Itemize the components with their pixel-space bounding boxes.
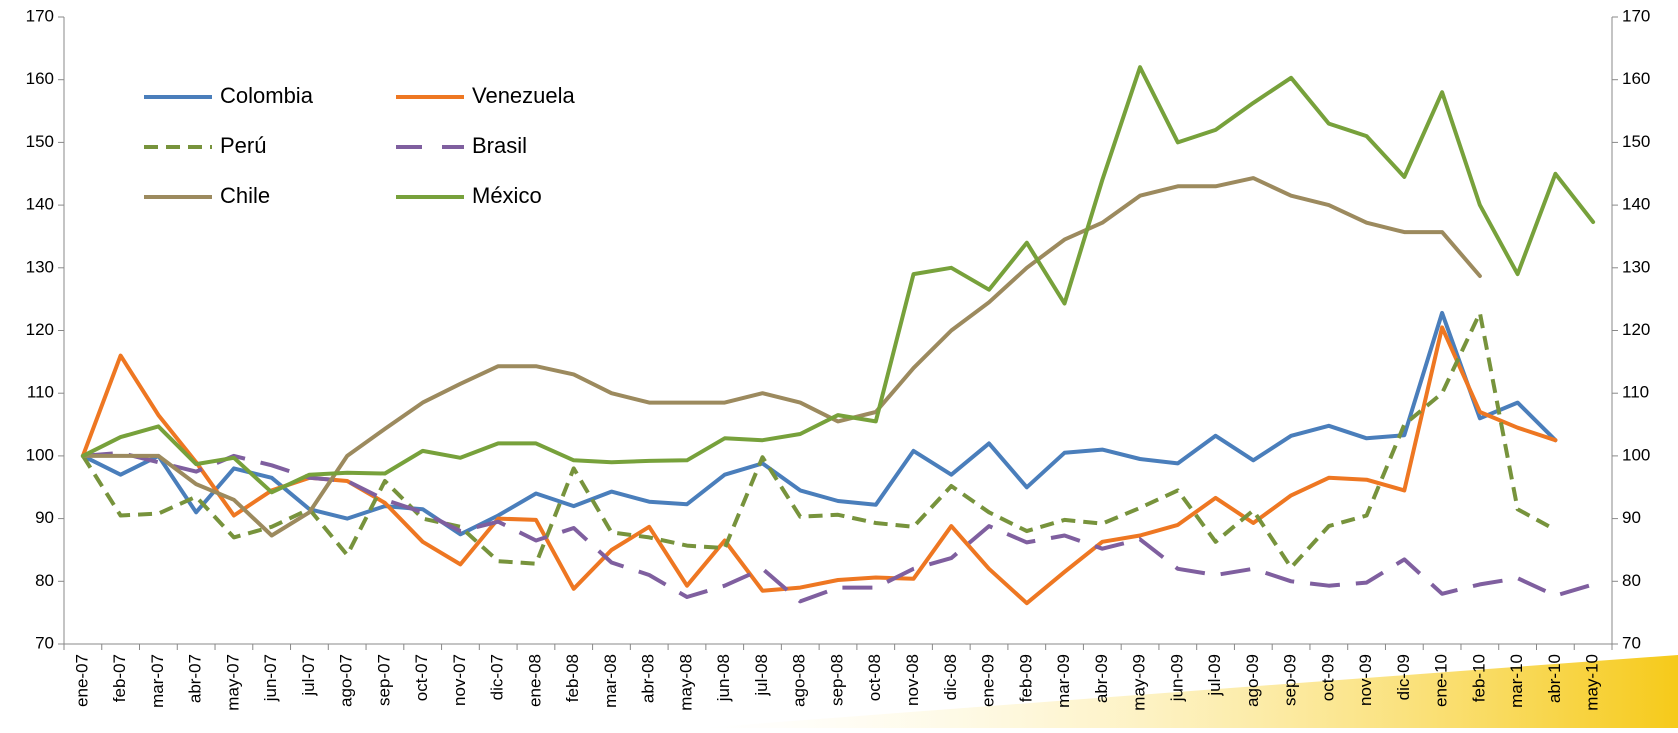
- y2-tick-label: 110: [1622, 383, 1649, 402]
- y2-tick-label: 100: [1622, 445, 1650, 464]
- x-tick-label: mar-09: [1054, 654, 1073, 708]
- x-tick-label: jun-07: [261, 654, 280, 702]
- x-tick-label: dic-08: [941, 654, 960, 700]
- x-tick-label: dic-07: [488, 654, 507, 700]
- x-tick-label: oct-08: [865, 654, 884, 701]
- x-tick-label: ene-07: [72, 654, 91, 707]
- x-tick-label: ago-07: [337, 654, 356, 707]
- x-tick-label: mar-08: [601, 654, 620, 708]
- x-tick-label: may-07: [223, 654, 242, 711]
- x-tick-label: abr-10: [1545, 654, 1564, 703]
- y2-tick-label: 120: [1622, 320, 1650, 339]
- y2-tick-label: 160: [1622, 69, 1650, 88]
- legend-label: Colombia: [220, 83, 314, 108]
- y2-tick-label: 130: [1622, 257, 1650, 276]
- y2-tick-label: 170: [1622, 6, 1650, 25]
- x-tick-label: abr-08: [639, 654, 658, 703]
- y2-tick-label: 150: [1622, 132, 1650, 151]
- legend-label: Perú: [220, 133, 266, 158]
- x-tick-label: ene-08: [525, 654, 544, 707]
- x-tick-label: jun-09: [1167, 654, 1186, 702]
- y-tick-label: 110: [27, 383, 54, 402]
- y-tick-label: 80: [35, 571, 54, 590]
- x-tick-label: jul-08: [752, 654, 771, 697]
- x-tick-label: abr-09: [1092, 654, 1111, 703]
- y-tick-label: 70: [35, 633, 54, 652]
- legend-label: México: [472, 183, 542, 208]
- background-swoosh: [700, 655, 1678, 728]
- series-line: [80, 325, 1558, 606]
- y-tick-label: 170: [26, 6, 54, 25]
- legend-label: Chile: [220, 183, 270, 208]
- y2-tick-label: 90: [1622, 508, 1641, 527]
- y2-tick-label: 140: [1622, 195, 1650, 214]
- legend-label: Venezuela: [472, 83, 576, 108]
- x-tick-label: jun-08: [714, 654, 733, 702]
- y-tick-label: 120: [26, 320, 54, 339]
- x-tick-label: ene-10: [1432, 654, 1451, 707]
- x-tick-label: sep-09: [1281, 654, 1300, 706]
- y-tick-label: 90: [35, 508, 54, 527]
- series-line: [80, 65, 1596, 495]
- x-tick-label: ago-09: [1243, 654, 1262, 707]
- x-tick-label: mar-10: [1507, 654, 1526, 708]
- x-tick-label: ene-09: [979, 654, 998, 707]
- x-tick-label: feb-09: [1016, 654, 1035, 702]
- x-tick-label: nov-09: [1356, 654, 1375, 706]
- x-tick-label: may-09: [1130, 654, 1149, 711]
- x-tick-label: sep-07: [374, 654, 393, 706]
- y-tick-label: 100: [26, 445, 54, 464]
- y2-tick-label: 70: [1622, 633, 1641, 652]
- y-tick-label: 160: [26, 69, 54, 88]
- x-tick-label: may-08: [676, 654, 695, 711]
- x-tick-label: feb-08: [563, 654, 582, 702]
- x-tick-label: jul-07: [299, 654, 318, 697]
- y-tick-label: 130: [26, 257, 54, 276]
- x-tick-label: mar-07: [148, 654, 167, 708]
- x-tick-label: oct-07: [412, 654, 431, 701]
- x-tick-label: dic-09: [1394, 654, 1413, 700]
- y2-tick-label: 80: [1622, 571, 1641, 590]
- x-tick-label: nov-07: [450, 654, 469, 706]
- x-tick-label: nov-08: [903, 654, 922, 706]
- y-tick-label: 140: [26, 195, 54, 214]
- x-tick-label: feb-07: [110, 654, 129, 702]
- x-tick-label: ago-08: [790, 654, 809, 707]
- y-tick-label: 150: [26, 132, 54, 151]
- x-tick-label: oct-09: [1318, 654, 1337, 701]
- x-tick-label: abr-07: [186, 654, 205, 703]
- x-tick-label: jul-09: [1205, 654, 1224, 697]
- x-tick-label: may-10: [1583, 654, 1602, 711]
- series-line: [81, 310, 1557, 570]
- x-tick-label: feb-10: [1469, 654, 1488, 702]
- series-line: [80, 176, 1482, 538]
- x-tick-label: sep-08: [827, 654, 846, 706]
- legend-label: Brasil: [472, 133, 527, 158]
- series-line: [80, 310, 1558, 537]
